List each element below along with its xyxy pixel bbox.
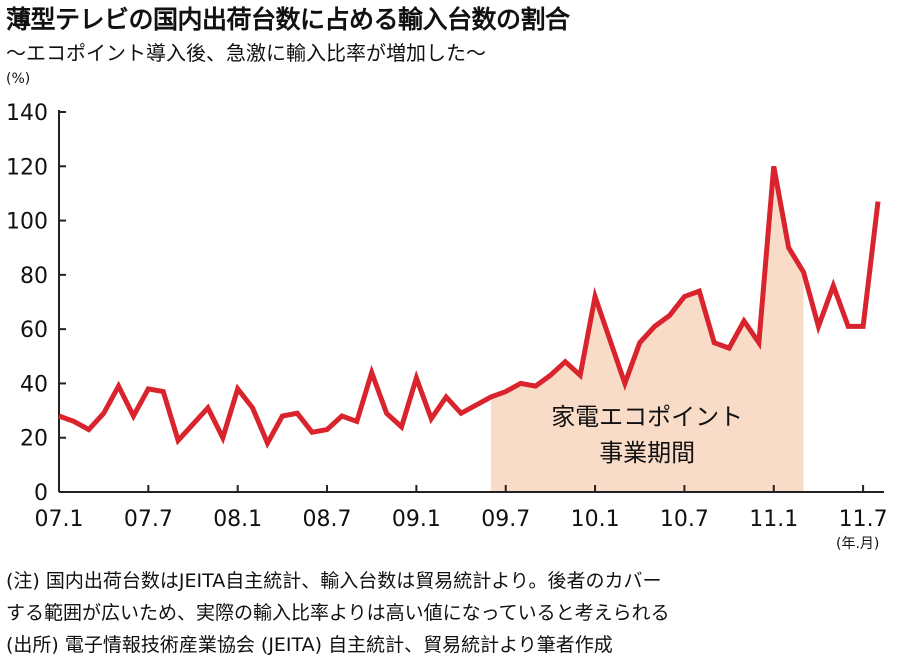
y-tick-label: 100	[6, 210, 48, 235]
y-tick-label: 0	[34, 481, 48, 506]
y-tick-label: 140	[6, 101, 48, 126]
chart-subtitle: 〜エコポイント導入後、急激に輸入比率が増加した〜	[6, 41, 486, 65]
x-tick-label: 11.1	[749, 507, 798, 532]
x-tick-label: 07.7	[124, 507, 173, 532]
x-tick-label: 09.1	[392, 507, 441, 532]
series-line	[58, 165, 881, 449]
shaded-region	[490, 166, 804, 493]
shaded-region-label: 事業期間	[599, 439, 695, 467]
y-tick-label: 40	[20, 372, 48, 397]
chart-title: 薄型テレビの国内出荷台数に占める輸入台数の割合	[6, 5, 570, 34]
y-axis-unit: (%)	[6, 71, 31, 87]
source-line: (出所) 電子情報技術産業協会 (JEITA) 自主統計、貿易統計より筆者作成	[6, 634, 613, 656]
y-tick-label: 60	[20, 318, 48, 343]
note-line-1: (注) 国内出荷台数はJEITA自主統計、輸入台数は貿易統計より。後者のカバー	[6, 570, 662, 592]
x-tick-label: 09.7	[481, 507, 530, 532]
x-tick-label: 07.1	[35, 507, 84, 532]
x-tick-label: 11.7	[839, 507, 888, 532]
shaded-region-label: 家電エコポイント	[551, 403, 743, 431]
x-axis-unit: (年.月)	[836, 536, 880, 552]
y-tick-label: 20	[20, 427, 48, 452]
y-tick-label: 80	[20, 264, 48, 289]
x-tick-label: 10.7	[660, 507, 709, 532]
note-line-2: する範囲が広いため、実際の輸入比率よりは高い値になっていると考えられる	[6, 602, 670, 624]
x-tick-label: 08.7	[303, 507, 352, 532]
x-tick-label: 10.1	[571, 507, 620, 532]
y-tick-label: 120	[6, 155, 48, 180]
x-tick-label: 08.1	[213, 507, 262, 532]
